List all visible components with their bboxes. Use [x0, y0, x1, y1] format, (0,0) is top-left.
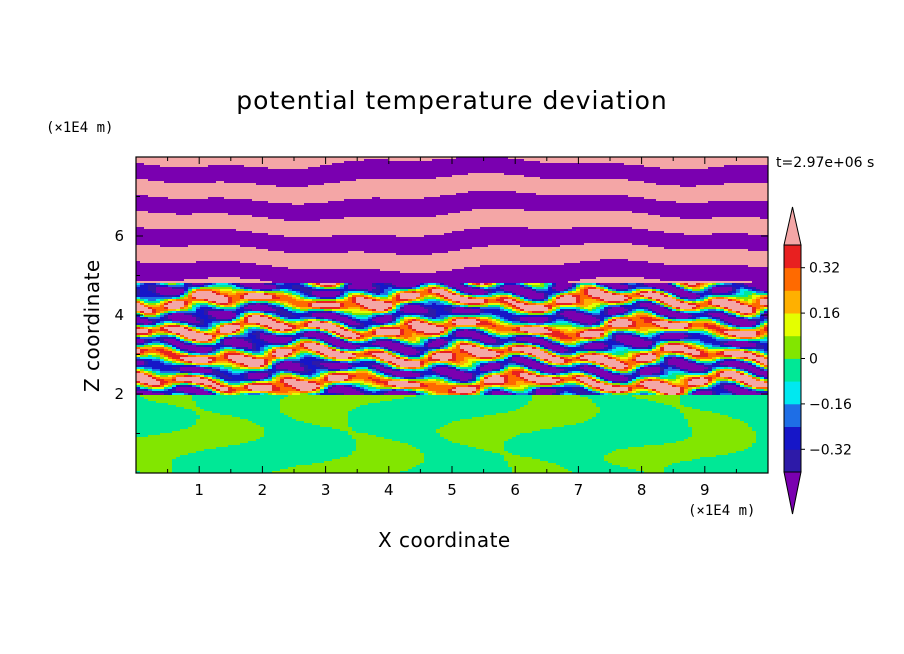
contour-field: [136, 157, 769, 474]
